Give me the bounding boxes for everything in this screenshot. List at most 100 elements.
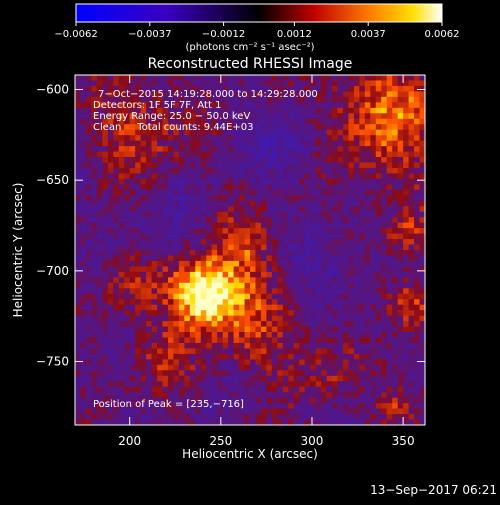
heatmap-cell (282, 118, 289, 125)
heatmap-cell (397, 167, 404, 174)
heatmap-cell (321, 332, 327, 338)
heatmap-cell (211, 271, 218, 278)
heatmap-cell (157, 392, 163, 399)
heatmap-cell (282, 162, 289, 169)
heatmap-cell (342, 348, 349, 355)
heatmap-cell (129, 348, 136, 355)
heatmap-cell (211, 282, 218, 289)
heatmap-cell (277, 211, 284, 218)
heatmap-cell (337, 414, 344, 420)
heatmap-cell (233, 244, 240, 251)
heatmap-cell (375, 113, 382, 120)
heatmap-cell (233, 337, 240, 344)
heatmap-cell (239, 167, 245, 174)
heatmap-cell (353, 310, 360, 317)
heatmap-cell (167, 151, 174, 158)
heatmap-cell (189, 381, 196, 388)
heatmap-cell (96, 200, 103, 207)
heatmap-cell (113, 408, 120, 415)
heatmap-cell (364, 266, 371, 273)
heatmap-cell (299, 222, 306, 229)
heatmap-cell (299, 157, 306, 163)
heatmap-cell (107, 157, 114, 163)
heatmap-cell (167, 299, 174, 306)
heatmap-cell (173, 348, 180, 355)
heatmap-cell (233, 233, 240, 240)
heatmap-cell (239, 157, 245, 163)
heatmap-cell (157, 326, 163, 333)
heatmap-cell (414, 266, 420, 273)
heatmap-cell (375, 129, 382, 136)
heatmap-cell (370, 271, 377, 278)
heatmap-cell (102, 244, 109, 251)
heatmap-cell (419, 315, 425, 322)
heatmap-cell (403, 178, 409, 185)
heatmap-cell (392, 151, 399, 158)
heatmap-cell (315, 184, 322, 191)
heatmap-cell (419, 189, 425, 196)
heatmap-cell (277, 228, 284, 234)
heatmap-cell (217, 342, 224, 349)
heatmap-cell (244, 157, 251, 163)
heatmap-cell (288, 91, 295, 98)
heatmap-cell (348, 85, 355, 92)
heatmap-cell (211, 299, 218, 306)
heatmap-cell (140, 370, 147, 377)
heatmap-cell (107, 91, 114, 98)
heatmap-cell (140, 151, 147, 158)
heatmap-cell (397, 228, 404, 234)
heatmap-cell (157, 332, 163, 338)
heatmap-cell (75, 315, 81, 322)
heatmap-cell (403, 260, 409, 267)
heatmap-cell (282, 239, 289, 245)
heatmap-cell (310, 370, 317, 377)
heatmap-cell (157, 195, 163, 202)
heatmap-cell (299, 397, 306, 404)
heatmap-cell (146, 370, 152, 377)
heatmap-cell (260, 85, 267, 92)
heatmap-cell (386, 75, 393, 81)
heatmap-cell (408, 222, 415, 229)
heatmap-cell (151, 353, 158, 360)
heatmap-cell (310, 397, 317, 404)
heatmap-cell (370, 310, 377, 317)
heatmap-cell (113, 342, 120, 349)
heatmap-cell (304, 118, 311, 125)
heatmap-cell (353, 419, 360, 425)
heatmap-cell (304, 348, 311, 355)
heatmap-cell (277, 151, 284, 158)
heatmap-cell (288, 233, 295, 240)
heatmap-cell (370, 151, 377, 158)
heatmap-cell (85, 408, 92, 415)
heatmap-cell (271, 107, 278, 114)
heatmap-cell (151, 113, 158, 120)
heatmap-cell (228, 113, 234, 120)
heatmap-cell (260, 178, 267, 185)
heatmap-cell (233, 386, 240, 393)
heatmap-cell (304, 140, 311, 147)
heatmap-cell (414, 75, 420, 81)
heatmap-cell (353, 342, 360, 349)
heatmap-cell (359, 304, 366, 311)
heatmap-cell (332, 222, 338, 229)
heatmap-cell (178, 96, 185, 103)
heatmap-cell (315, 178, 322, 185)
heatmap-cell (315, 332, 322, 338)
heatmap-cell (370, 124, 377, 131)
heatmap-cell (375, 124, 382, 131)
heatmap-cell (80, 124, 87, 131)
heatmap-cell (200, 414, 207, 420)
heatmap-cell (102, 162, 109, 169)
heatmap-cell (217, 353, 224, 360)
heatmap-cell (277, 173, 284, 180)
heatmap-cell (239, 102, 245, 109)
heatmap-cell (277, 146, 284, 152)
heatmap-cell (140, 299, 147, 306)
heatmap-cell (85, 107, 92, 114)
heatmap-cell (271, 85, 278, 92)
heatmap-cell (113, 222, 120, 229)
heatmap-cell (162, 271, 169, 278)
heatmap-cell (403, 124, 409, 131)
heatmap-cell (375, 200, 382, 207)
heatmap-cell (321, 217, 327, 224)
